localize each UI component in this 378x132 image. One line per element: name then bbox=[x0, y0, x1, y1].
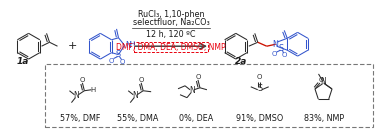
Text: S: S bbox=[257, 84, 262, 93]
Text: S: S bbox=[279, 44, 284, 53]
Text: N: N bbox=[132, 91, 138, 100]
Text: +: + bbox=[68, 41, 77, 51]
Text: O: O bbox=[257, 74, 262, 80]
Text: S: S bbox=[116, 50, 121, 59]
Text: RuCl₃, 1,10-phen: RuCl₃, 1,10-phen bbox=[138, 10, 204, 19]
Text: 2a: 2a bbox=[235, 57, 247, 66]
Text: 91%, DMSO: 91%, DMSO bbox=[236, 114, 284, 123]
Text: O: O bbox=[138, 77, 144, 83]
Text: 12 h, 120 ºC: 12 h, 120 ºC bbox=[146, 30, 196, 39]
Text: 55%, DMA: 55%, DMA bbox=[118, 114, 159, 123]
Text: O: O bbox=[272, 51, 277, 57]
Text: N: N bbox=[125, 41, 131, 50]
Text: N: N bbox=[189, 86, 195, 95]
Text: O: O bbox=[120, 59, 125, 65]
Text: N: N bbox=[273, 40, 279, 49]
Text: H: H bbox=[129, 41, 134, 47]
Text: 57%, DMF: 57%, DMF bbox=[60, 114, 101, 123]
Text: 83%, NMP: 83%, NMP bbox=[304, 114, 345, 123]
Text: N: N bbox=[74, 91, 79, 100]
Text: O: O bbox=[109, 58, 114, 63]
Text: O: O bbox=[80, 77, 85, 83]
Text: selectfluor, Na₂CO₃: selectfluor, Na₂CO₃ bbox=[133, 18, 209, 27]
Text: O: O bbox=[318, 77, 324, 83]
Text: H: H bbox=[91, 87, 96, 93]
Text: N: N bbox=[321, 77, 326, 86]
Text: O: O bbox=[282, 52, 287, 58]
Text: O: O bbox=[195, 74, 201, 80]
Text: DMF, DMA, DEA, DMSO, NMP: DMF, DMA, DEA, DMSO, NMP bbox=[116, 43, 226, 52]
Text: 1a: 1a bbox=[16, 57, 29, 66]
Text: 0%, DEA: 0%, DEA bbox=[179, 114, 213, 123]
